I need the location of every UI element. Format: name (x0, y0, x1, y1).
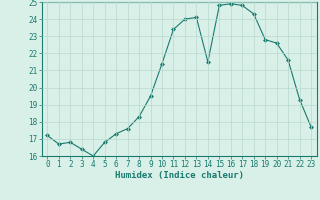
X-axis label: Humidex (Indice chaleur): Humidex (Indice chaleur) (115, 171, 244, 180)
